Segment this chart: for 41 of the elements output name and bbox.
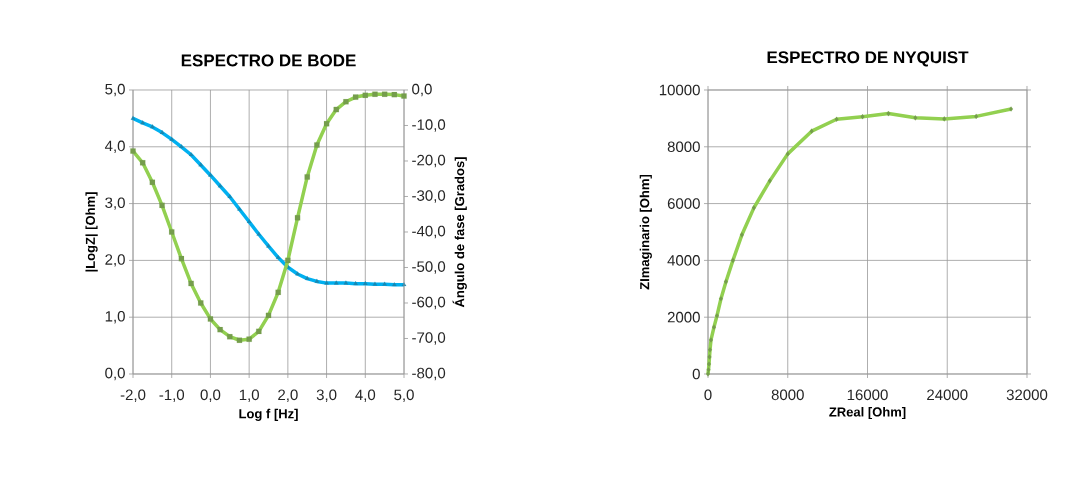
x-tick-label: 1,0 [239,389,259,402]
chart-title: ESPECTRO DE BODE [181,54,356,67]
x-tick-label: 4,0 [355,389,376,402]
y-tick-label: 4000 [667,255,700,266]
y-tick-label: 1,0 [105,310,125,324]
x-tick-label: 32000 [1006,389,1048,401]
y-axis-title: |LogZ| [Ohm] [85,192,98,272]
x-tick-label: 16000 [847,389,888,401]
x-tick-label: 8000 [771,389,804,401]
x-tick-label: 0,0 [200,389,221,402]
y2-axis-title: Ángulo de fase [Grados] [452,157,467,308]
x-axis-title: ZReal [Ohm] [829,407,906,420]
y-tick-label: 3,0 [105,197,125,210]
y-tick-label: 4,0 [104,140,125,153]
y-tick-label: 8000 [667,141,700,153]
x-tick-label: 2,0 [278,389,298,402]
y-tick-label: 6000 [667,198,700,209]
y-tick-label: 0 [692,368,700,380]
x-tick-label: 3,0 [316,389,337,402]
x-tick-label: -1,0 [159,389,185,402]
y2-tick-label: -60,0 [412,296,446,310]
y2-tick-label: -40,0 [412,225,446,239]
y-axis-title: ZImaginario [Ohm] [639,174,652,290]
y2-tick-label: -80,0 [412,367,446,381]
y-tick-label: 2000 [667,311,700,323]
y-tick-label: 10000 [659,84,700,96]
x-tick-label: 24000 [927,389,968,401]
y2-tick-label: -10,0 [412,119,446,132]
y-tick-label: 0,0 [105,367,125,381]
y2-tick-label: -70,0 [412,332,446,345]
y-tick-label: 2,0 [105,254,125,267]
x-tick-label: 5,0 [394,389,414,402]
y2-tick-label: -30,0 [412,190,446,203]
y2-tick-label: 0,0 [412,83,432,97]
y-tick-label: 5,0 [105,83,125,97]
chart-title: ESPECTRO DE NYQUIST [767,51,969,67]
x-tick-label: -2,0 [120,389,146,402]
y2-tick-label: -50,0 [412,261,446,274]
y2-tick-label: -20,0 [412,154,446,168]
x-tick-label: 0 [704,389,712,401]
x-axis-title: Log f [Hz] [239,408,298,421]
